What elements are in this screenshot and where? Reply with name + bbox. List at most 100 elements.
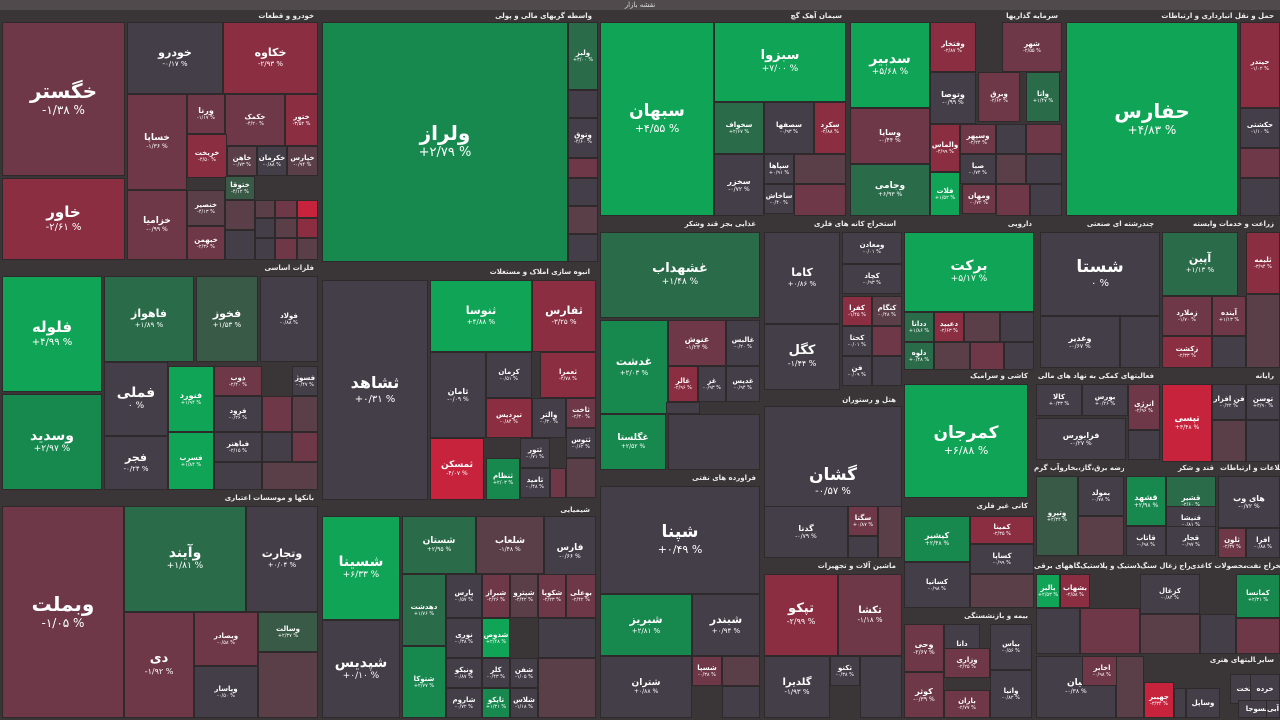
stock-tile[interactable]: شستا ۰ % (1040, 232, 1160, 316)
stock-tile[interactable]: شتران +۰/۸۸ % (600, 656, 692, 718)
stock-tile-small[interactable] (292, 396, 318, 432)
stock-tile-small[interactable] (255, 238, 275, 260)
stock-tile[interactable]: فنورد +۱/۹۴ % (168, 366, 214, 432)
stock-tile-small[interactable] (722, 656, 760, 686)
stock-tile[interactable]: وساپل (1186, 688, 1220, 718)
stock-tile[interactable]: فرابورس -۰/۲۷ % (1036, 418, 1126, 460)
stock-tile[interactable]: فخوز +۱/۵۳ % (196, 276, 258, 362)
stock-tile[interactable]: خگستر -۱/۳۸ % (2, 22, 125, 176)
stock-tile[interactable]: ختوقا -۴/۱۲ % (225, 176, 255, 200)
stock-tile[interactable]: ثاخت -۲/۳۰ % (566, 398, 596, 428)
stock-tile[interactable]: ثشاهد +۰/۳۱ % (322, 280, 428, 500)
stock-tile[interactable]: برکت +۵/۱۷ % (904, 232, 1034, 312)
stock-tile[interactable]: سبزوا +۷/۰۰ % (714, 22, 846, 102)
stock-tile-small[interactable] (258, 652, 318, 718)
stock-tile[interactable]: گلدیرا -۱/۹۳ % (764, 656, 830, 718)
stock-tile[interactable]: وآیند +۱/۸۱ % (124, 506, 246, 612)
stock-tile[interactable]: فن -۰/۰۹ % (842, 356, 872, 386)
stock-tile-small[interactable] (1000, 312, 1034, 342)
stock-tile[interactable]: کچاد -۰/۹۳ % (842, 264, 902, 294)
stock-tile[interactable]: انرژی -۲/۹۶ % (1128, 384, 1160, 430)
stock-tile[interactable]: ومهان -۰/۷۲ % (962, 184, 996, 214)
stock-tile[interactable]: ثامید -۰/۴۸ % (520, 468, 550, 498)
stock-tile[interactable]: ذوب -۲/۴۰ % (214, 366, 262, 396)
stock-tile[interactable]: خزامیا -۰/۹۹ % (127, 190, 187, 260)
stock-tile[interactable]: فملی ۰ % (104, 362, 168, 436)
stock-tile[interactable]: وبرق -۲/۶۲ % (978, 72, 1020, 122)
stock-tile[interactable]: غز -۰/۹۳ % (698, 366, 726, 402)
stock-tile[interactable]: کمینا -۲/۳۵ % (970, 516, 1034, 544)
stock-tile[interactable]: دی -۱/۹۲ % (124, 612, 194, 718)
stock-tile[interactable]: وسایا -۰/۴۴ % (850, 108, 930, 164)
stock-tile[interactable]: شستان +۲/۹۵ % (402, 516, 476, 574)
stock-tile-small[interactable] (934, 342, 970, 370)
stock-tile[interactable]: واتا +۱/۴۷ % (1026, 72, 1060, 122)
stock-tile[interactable]: آپین +۱/۱۳ % (1162, 232, 1238, 296)
stock-tile[interactable]: بالبر +۲/۵۳ % (1036, 574, 1060, 608)
stock-tile[interactable]: ختور -۳/۵۲ % (285, 94, 318, 146)
stock-tile-small[interactable] (878, 506, 902, 558)
stock-tile-small[interactable] (1200, 614, 1236, 654)
stock-tile-small[interactable] (1140, 614, 1200, 654)
stock-tile-small[interactable] (550, 468, 566, 498)
stock-tile[interactable]: تاپکو +۱/۳۱ % (482, 688, 510, 718)
stock-tile-small[interactable] (292, 432, 318, 462)
stock-tile[interactable]: شپنا +۰/۴۹ % (600, 486, 760, 594)
stock-tile[interactable]: بورس +۰/۲۶ % (1082, 384, 1128, 416)
stock-tile-small[interactable] (1246, 420, 1280, 462)
stock-tile-small[interactable] (1240, 178, 1280, 216)
stock-tile[interactable]: باران -۲/۷۷ % (944, 690, 990, 718)
stock-tile[interactable]: کنگام -۰/۴۸ % (872, 296, 902, 326)
stock-tile[interactable]: وحی -۲/۶۷ % (904, 624, 944, 672)
stock-tile-small[interactable] (568, 90, 598, 118)
stock-tile-small[interactable] (225, 200, 255, 230)
stock-tile[interactable]: وتپرو +۲/۳۴ % (1036, 476, 1078, 556)
stock-tile[interactable]: سگتا +۰/۸۷ % (848, 506, 878, 536)
stock-tile[interactable]: کسانیا -۰/۹۸ % (904, 562, 970, 608)
stock-tile-small[interactable] (666, 402, 700, 414)
stock-tile[interactable]: فباهنر -۲/۱۵ % (214, 432, 262, 462)
stock-tile[interactable]: خاهن -۰/۷۳ % (227, 146, 257, 176)
stock-tile[interactable]: کمرجان +۶/۸۸ % (904, 384, 1028, 498)
stock-tile[interactable]: فاهواز +۱/۸۹ % (104, 276, 194, 362)
stock-tile[interactable]: زکشت -۲/۳۳ % (1162, 336, 1212, 368)
stock-tile[interactable]: وانیا -۰/۸۲ % (990, 670, 1032, 718)
stock-tile[interactable]: دعبید -۲/۶۳ % (934, 312, 964, 342)
stock-tile[interactable]: شفن -۱/۰۵ % (510, 658, 538, 688)
stock-tile[interactable]: خکرمان -۰/۸۸ % (257, 146, 287, 176)
stock-tile[interactable]: کفرا -۱/۴۵ % (842, 296, 872, 326)
stock-tile[interactable]: غدشت +۲/۰۳ % (600, 320, 668, 414)
stock-tile-small[interactable] (568, 178, 598, 206)
stock-tile-small[interactable] (568, 234, 598, 262)
stock-tile[interactable]: ثلون -۲/۳۷ % (1218, 528, 1246, 558)
stock-tile[interactable]: تپسی +۳/۴۸ % (1162, 384, 1212, 462)
stock-tile[interactable]: ولراز +۲/۷۹ % (322, 22, 568, 262)
stock-tile[interactable]: فرود -۰/۲۶ % (214, 396, 262, 432)
stock-tile[interactable]: وسپهر -۲/۲۴ % (960, 124, 996, 154)
stock-tile[interactable]: کمانسا +۲/۳۱ % (1236, 574, 1280, 618)
stock-tile-small[interactable] (262, 396, 292, 432)
stock-tile-small[interactable] (538, 658, 596, 718)
stock-tile[interactable]: بیاس -۰/۵۶ % (990, 624, 1032, 670)
stock-tile-small[interactable] (722, 686, 760, 718)
stock-tile[interactable]: ساخاش -۰/۴۰ % (764, 184, 794, 214)
stock-tile[interactable]: نوری -۰/۳۸ % (446, 618, 482, 658)
stock-tile[interactable]: فلوله +۴/۹۹ % (2, 276, 102, 392)
stock-tile[interactable]: سصفها -۰/۹۳ % (764, 102, 814, 154)
stock-tile-small[interactable] (1030, 184, 1062, 216)
stock-tile[interactable]: شسپا -۰/۳۸ % (692, 656, 722, 686)
stock-tile[interactable]: گدنا -۰/۷۹ % (764, 506, 848, 558)
stock-tile[interactable]: بمولد -۰/۷۸ % (1078, 476, 1124, 516)
stock-tile[interactable]: ثتوس -۰/۶۲ % (566, 428, 596, 458)
stock-tile[interactable]: ثنظام +۲/۰۳ % (486, 458, 520, 500)
stock-tile[interactable]: وتوصا -۰/۹۹ % (930, 72, 976, 124)
stock-tile[interactable]: دهدشت +۱/۷۶ % (402, 574, 446, 646)
stock-tile-small[interactable] (1078, 516, 1124, 556)
stock-tile[interactable]: فسرب +۱/۸۴ % (168, 432, 214, 490)
stock-tile[interactable]: وپاسار -۰/۵۰ % (194, 666, 258, 718)
stock-tile[interactable]: جهیبر -۳/۳۴ % (1144, 682, 1174, 718)
stock-tile-small[interactable] (668, 414, 760, 470)
stock-tile-small[interactable] (1004, 342, 1034, 370)
stock-tile[interactable]: شلعاب -۱/۴۸ % (476, 516, 544, 574)
stock-tile[interactable]: وتجارت +۰/۰۴ % (246, 506, 318, 612)
